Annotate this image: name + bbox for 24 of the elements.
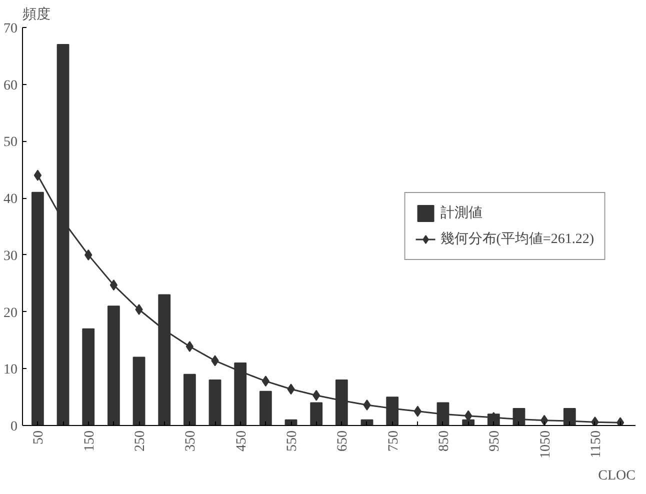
y-tick-label: 70	[4, 22, 18, 36]
x-tick-label: 250	[133, 430, 148, 452]
x-tick-label: 150	[82, 430, 98, 452]
x-tick-label: 1150	[588, 430, 604, 458]
y-tick-label: 30	[4, 248, 18, 264]
x-tick-label: 750	[386, 430, 402, 452]
y-tick-label: 10	[4, 362, 18, 378]
x-tick-label: 50	[32, 430, 47, 444]
y-tick-label: 0	[10, 420, 18, 434]
x-axis-title: CLOC	[598, 468, 636, 484]
x-tick-label: 650	[336, 430, 351, 452]
y-axis-title: 頻度	[22, 6, 50, 22]
legend-label: 計測値	[440, 204, 482, 222]
legend-label: 幾何分布(平均値=261.22)	[440, 230, 594, 248]
x-tick-label: 550	[285, 430, 300, 452]
x-tick-label: 1050	[538, 430, 554, 458]
y-tick-label: 20	[4, 306, 18, 321]
y-tick-label: 60	[4, 78, 18, 94]
x-tick-label: 350	[184, 430, 199, 452]
y-tick-label: 50	[4, 135, 18, 150]
x-tick-label: 450	[234, 430, 250, 452]
x-tick-label: 850	[436, 430, 452, 452]
x-tick-label: 950	[488, 430, 503, 452]
y-tick-label: 40	[4, 192, 18, 208]
